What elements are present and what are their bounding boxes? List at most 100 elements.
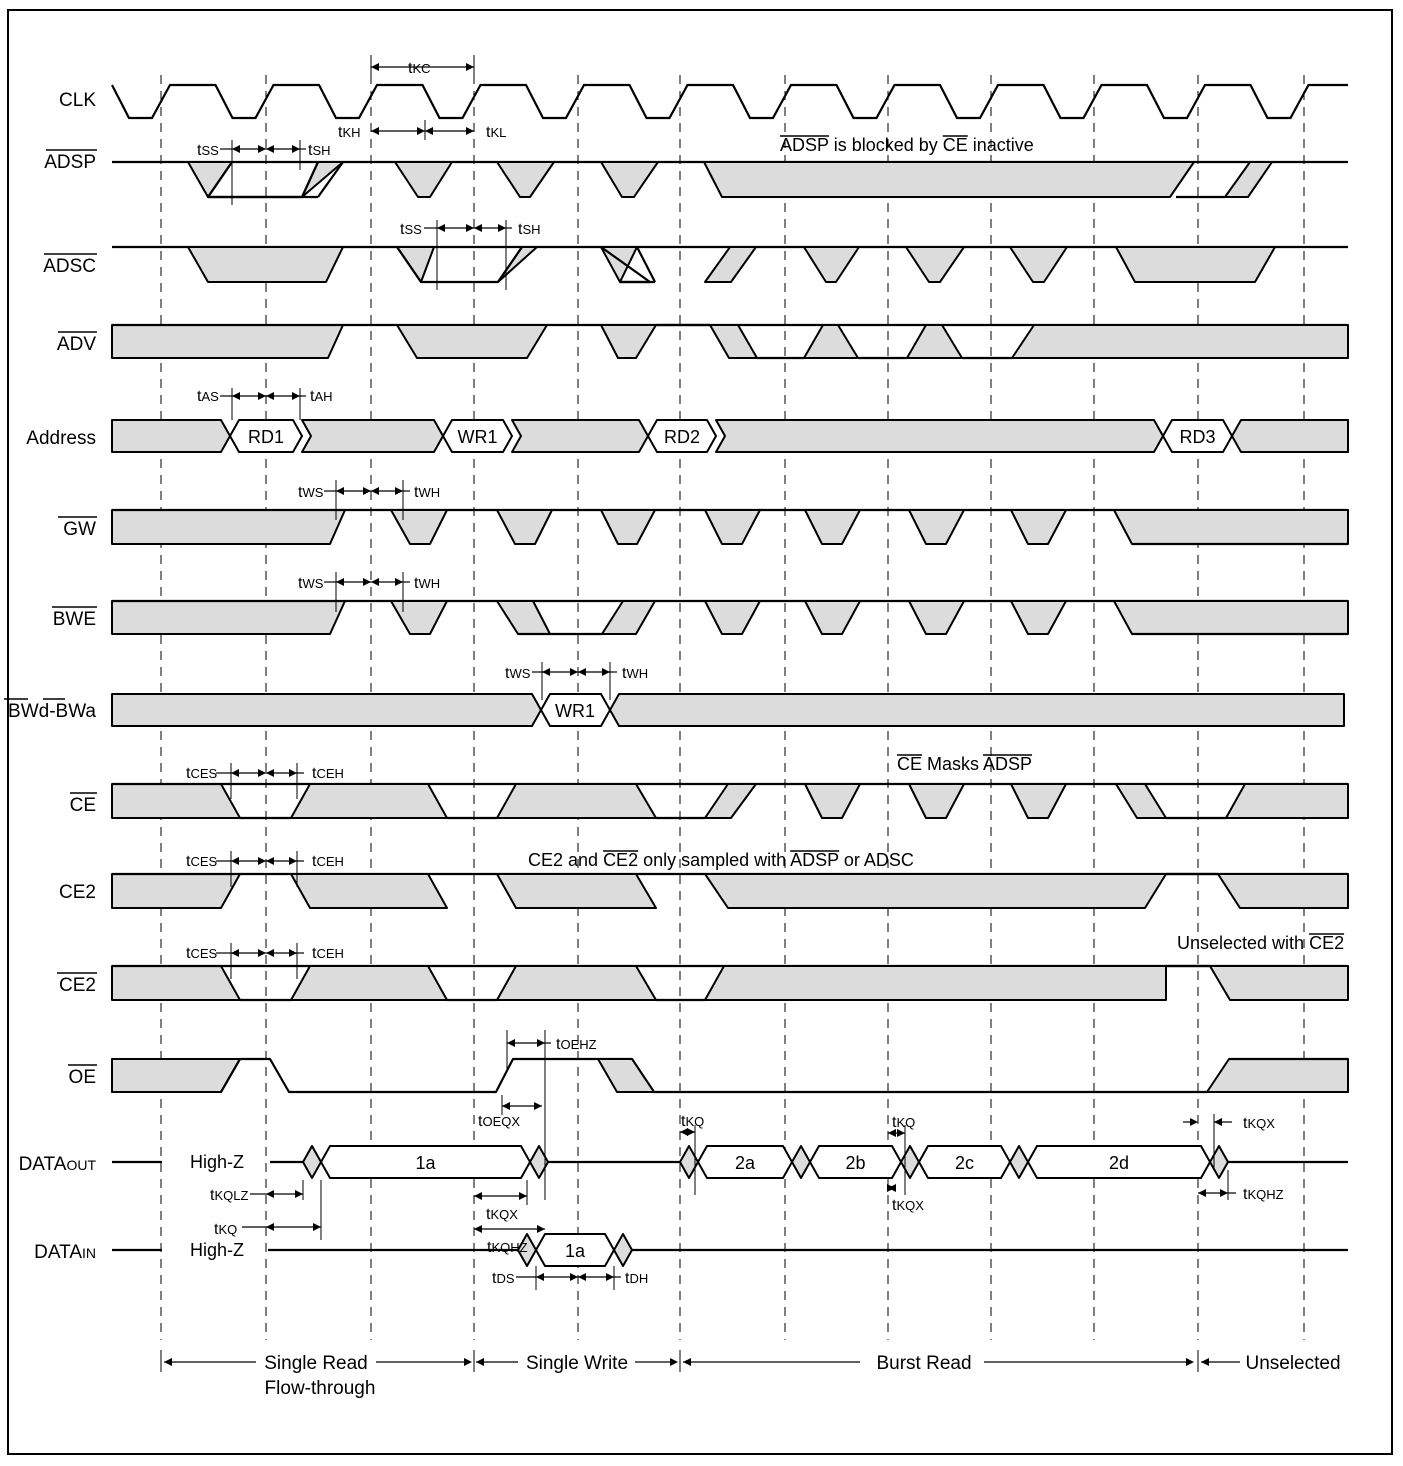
adsp-rise xyxy=(300,161,320,198)
arrow-head xyxy=(1190,1118,1198,1126)
arrow-head xyxy=(231,769,239,777)
adv-pulse-up xyxy=(803,324,859,359)
dataout-value-2b: 2b xyxy=(845,1153,865,1173)
ce2-shade xyxy=(290,873,448,909)
arrow-head xyxy=(602,668,610,676)
address-value-RD3: RD3 xyxy=(1179,427,1215,447)
timing-label-tKQX: tKQX xyxy=(892,1197,924,1214)
adsp-pulse xyxy=(394,161,453,198)
adsc-falling-shade xyxy=(396,246,435,283)
arrow-head xyxy=(313,1223,321,1231)
gw-pulse xyxy=(704,509,761,545)
timing-label-tKL: tKL xyxy=(486,124,506,141)
adsc-pulse xyxy=(187,246,344,283)
timing-label-tWS: tWS xyxy=(505,665,531,682)
timing-label-tKQHZ: tKQHZ xyxy=(1243,1186,1284,1203)
address-value-box-RD1 xyxy=(229,419,303,453)
dataout-value-2d: 2d xyxy=(1109,1153,1129,1173)
timing-label-tKQHZ: tKQHZ xyxy=(487,1239,528,1256)
ce2-shade xyxy=(111,873,241,909)
timing-label-tOEHZ: tOEHZ xyxy=(556,1036,597,1053)
address-value-box-RD2 xyxy=(647,419,717,453)
arrow-head xyxy=(897,1129,905,1137)
arrow-head xyxy=(295,1190,303,1198)
arrow-head xyxy=(371,127,379,135)
timing-label-tCES: tCES xyxy=(186,945,218,962)
arrow-head xyxy=(498,224,506,232)
arrow-head xyxy=(266,857,274,865)
adv-shade xyxy=(111,324,344,359)
arrow-head xyxy=(266,1190,274,1198)
arrow-head xyxy=(292,392,300,400)
timing-label-tWH: tWH xyxy=(414,575,440,592)
address-shade xyxy=(1231,419,1349,453)
arrow-head xyxy=(292,145,300,153)
address-shade xyxy=(301,419,444,453)
arrow-head xyxy=(466,127,474,135)
adsp-falling-shade xyxy=(187,161,233,198)
timing-label-tKQ: tKQ xyxy=(214,1221,237,1238)
timing-label-tWS: tWS xyxy=(298,575,324,592)
ce2b-shade xyxy=(1209,965,1349,1001)
signal-label-adsc: ADSC xyxy=(43,256,96,277)
datain-value-1a: 1a xyxy=(565,1241,586,1261)
ce2-shade xyxy=(704,873,1167,909)
dataout-transition xyxy=(791,1145,811,1179)
signal-label-clk: CLK xyxy=(59,90,96,111)
gw-tail xyxy=(1113,509,1349,545)
arrow-head xyxy=(266,769,274,777)
timing-label-tKQ: tKQ xyxy=(892,1114,915,1131)
ce-shade xyxy=(496,783,657,819)
signal-label-adsp: ADSP xyxy=(44,152,96,173)
note-unselected: Unselected with CE2 xyxy=(1177,933,1344,953)
arrow-head xyxy=(336,487,344,495)
dataout-transition xyxy=(900,1145,920,1179)
timing-label-tKQX: tKQX xyxy=(1243,1115,1275,1132)
adsc-falling-shade xyxy=(600,246,638,283)
bwe-tail xyxy=(1113,600,1349,635)
arrow-head xyxy=(266,145,274,153)
timing-label-tKC: tKC xyxy=(408,60,431,77)
signal-label-oe: OE xyxy=(69,1067,96,1088)
phase-burst-read: Burst Read xyxy=(876,1353,971,1374)
adsc-pulse xyxy=(803,246,860,283)
adsc-pulse xyxy=(905,246,965,283)
timing-label-tWH: tWH xyxy=(414,484,440,501)
ce2b-shade xyxy=(111,965,241,1001)
arrow-head xyxy=(289,949,297,957)
adsc-rising-shade xyxy=(704,246,757,283)
address-value-box-WR1 xyxy=(442,419,513,453)
arrow-head xyxy=(464,1358,472,1366)
arrow-head xyxy=(683,1358,691,1366)
arrow-head xyxy=(536,1273,544,1281)
adsp-pulse xyxy=(496,161,555,198)
arrow-head xyxy=(474,224,482,232)
bw-value-WR1: WR1 xyxy=(555,701,595,721)
bwe-shade xyxy=(111,600,346,635)
arrow-head xyxy=(570,1273,578,1281)
note-ce-masks: CE Masks ADSP xyxy=(897,754,1032,774)
arrow-head xyxy=(474,1225,482,1233)
oe-falling-shade xyxy=(597,1058,655,1093)
gw-shade xyxy=(111,509,346,545)
signal-label-adv: ADV xyxy=(57,334,96,355)
arrow-head xyxy=(425,127,433,135)
arrow-head xyxy=(687,1128,695,1136)
timing-label-tKQX: tKQX xyxy=(486,1206,518,1223)
ce2b-shade xyxy=(290,965,448,1001)
timing-label-tKH: tKH xyxy=(338,124,361,141)
signal-label-address: Address xyxy=(26,428,96,449)
timing-label-tDS: tDS xyxy=(492,1270,515,1287)
signal-label-ce2: CE2 xyxy=(59,882,96,903)
arrow-head xyxy=(606,1273,614,1281)
arrow-head xyxy=(231,949,239,957)
dataout-highz: High-Z xyxy=(190,1152,244,1172)
address-shade xyxy=(511,419,649,453)
arrow-head xyxy=(363,487,371,495)
adv-pulse xyxy=(396,324,548,359)
arrow-head xyxy=(371,578,379,586)
ce-pulse xyxy=(1010,783,1067,819)
timing-label-tSH: tSH xyxy=(518,221,541,238)
signal-label-bw: BWd-BWa xyxy=(8,701,96,722)
